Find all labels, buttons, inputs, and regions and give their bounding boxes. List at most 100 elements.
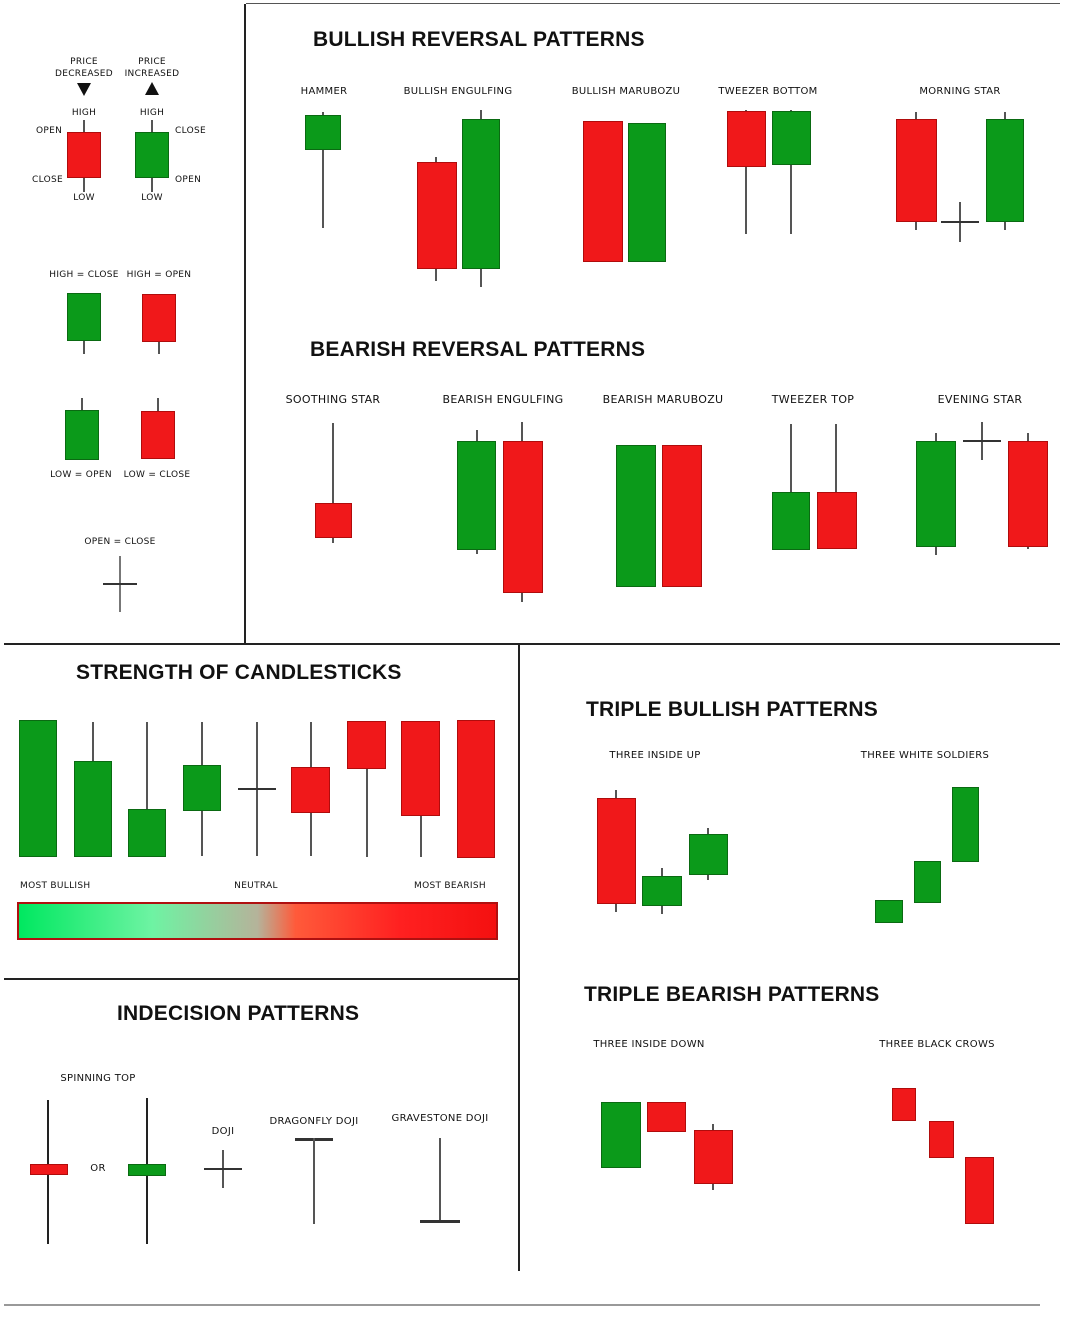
bear-marubozu-red-candle <box>662 445 702 587</box>
strength-candle-1 <box>19 720 57 857</box>
open-close-label: OPEN = CLOSE <box>84 537 156 547</box>
three-inside-up-candle-3 <box>689 834 728 875</box>
three-black-crows-candle-3 <box>965 1157 994 1224</box>
tweezer-bottom-red-candle <box>727 111 766 167</box>
indecision-title: INDECISION PATTERNS <box>117 1002 360 1025</box>
tweezer-bottom-label: TWEEZER BOTTOM <box>718 86 818 97</box>
three-white-soldiers-candle-3 <box>952 787 979 862</box>
three-white-soldiers-label: THREE WHITE SOLDIERS <box>860 750 990 761</box>
evening-star-label: EVENING STAR <box>937 393 1023 406</box>
high-open-label: HIGH = OPEN <box>126 270 192 280</box>
bearish-marubozu-label: BEARISH MARUBOZU <box>602 393 724 406</box>
divider-horizontal-left <box>4 978 518 980</box>
legend-bullish-low-label: LOW <box>141 193 163 203</box>
soothing-star-label: SOOTHING STAR <box>285 393 381 406</box>
bearish-engulfing-label: BEARISH ENGULFING <box>442 393 564 406</box>
evening-star-green-candle <box>916 441 956 547</box>
divider-top <box>246 3 1060 4</box>
strength-candle-3-wick <box>146 722 148 810</box>
bull-engulf-red-candle <box>417 162 457 269</box>
triple-bearish-title: TRIPLE BEARISH PATTERNS <box>584 983 880 1006</box>
legend-bearish-high-label: HIGH <box>71 108 97 118</box>
strength-doji-cross <box>238 788 276 790</box>
morning-star-doji-cross <box>941 221 979 223</box>
legend-bullish-open-label: OPEN <box>175 175 202 185</box>
strength-title: STRENGTH OF CANDLESTICKS <box>76 661 402 684</box>
morning-star-label: MORNING STAR <box>919 86 1001 97</box>
three-black-crows-candle-1 <box>892 1088 916 1121</box>
strength-candle-4 <box>183 765 221 811</box>
divider-vertical-bottom <box>518 645 520 1271</box>
tweezer-top-label: TWEEZER TOP <box>771 393 855 406</box>
arrow-up-icon <box>145 82 159 95</box>
legend-bullish-candle <box>135 132 169 178</box>
bullish-marubozu-label: BULLISH MARUBOZU <box>571 86 681 97</box>
divider-vertical-top <box>244 4 246 644</box>
tweezer-top-red-wick <box>835 424 837 548</box>
price-increased-label: PRICE INCREASED <box>124 57 180 79</box>
high-close-candle <box>67 293 101 341</box>
bear-marubozu-green-candle <box>616 445 656 587</box>
triple-bullish-title: TRIPLE BULLISH PATTERNS <box>586 698 878 721</box>
low-close-wick <box>157 398 159 418</box>
soothing-star-candle <box>315 503 352 538</box>
spinning-top-label: SPINNING TOP <box>60 1073 136 1084</box>
strength-candle-2-wick <box>92 722 94 762</box>
dragonfly-doji-label: DRAGONFLY DOJI <box>269 1116 359 1127</box>
soothing-star-wick <box>332 423 334 543</box>
high-close-wick <box>83 330 85 354</box>
neutral-label: NEUTRAL <box>234 881 278 891</box>
legend-bearish-open-label: OPEN <box>36 126 63 136</box>
hammer-label: HAMMER <box>300 86 348 97</box>
legend-bearish-low-label: LOW <box>73 193 95 203</box>
three-inside-up-candle-1 <box>597 798 636 904</box>
legend-bullish-high-label: HIGH <box>139 108 165 118</box>
spinning-top-green-candle <box>128 1164 166 1176</box>
arrow-down-icon <box>77 83 91 96</box>
low-close-candle <box>141 411 175 459</box>
bull-marubozu-green-candle <box>628 123 666 262</box>
morning-star-green-candle <box>986 119 1024 222</box>
doji-label: DOJI <box>211 1126 235 1137</box>
doji-cross <box>204 1168 242 1170</box>
three-inside-down-candle-1 <box>601 1102 641 1168</box>
three-inside-down-label: THREE INSIDE DOWN <box>593 1039 705 1050</box>
or-label: OR <box>90 1163 106 1174</box>
open-close-cross <box>103 583 137 585</box>
legend-bullish-close-label: CLOSE <box>175 126 206 136</box>
price-decreased-label: PRICE DECREASED <box>54 57 114 79</box>
three-inside-up-candle-2 <box>642 876 682 906</box>
tweezer-bottom-green-candle <box>772 111 811 165</box>
strength-gradient-bar <box>17 902 498 940</box>
strength-candle-8-wick <box>420 814 422 857</box>
hammer-candle <box>305 115 341 150</box>
strength-candle-3 <box>128 809 166 857</box>
low-open-label: LOW = OPEN <box>50 470 112 480</box>
high-open-candle <box>142 294 176 342</box>
tweezer-bottom-red-wick <box>745 110 747 234</box>
bull-engulf-green-candle <box>462 119 500 269</box>
three-inside-down-candle-2 <box>647 1102 686 1132</box>
evening-star-doji-cross <box>963 440 1001 442</box>
three-white-soldiers-candle-1 <box>875 900 903 923</box>
high-close-label: HIGH = CLOSE <box>49 270 119 280</box>
bear-engulf-green-candle <box>457 441 496 550</box>
low-close-label: LOW = CLOSE <box>123 470 191 480</box>
morning-star-red-candle <box>896 119 937 222</box>
tweezer-top-red-candle <box>817 492 857 549</box>
bearish-reversal-title: BEARISH REVERSAL PATTERNS <box>310 338 646 361</box>
most-bearish-label: MOST BEARISH <box>414 881 486 891</box>
strength-candle-6 <box>291 767 330 813</box>
gravestone-doji-wick <box>439 1138 441 1222</box>
hammer-wick <box>322 112 324 228</box>
three-inside-down-candle-3 <box>694 1130 733 1184</box>
high-open-wick <box>158 330 160 354</box>
divider-bottom <box>4 1304 1040 1306</box>
strength-candle-2 <box>74 761 112 857</box>
legend-bearish-close-label: CLOSE <box>32 175 63 185</box>
legend-bearish-candle <box>67 132 101 178</box>
divider-horizontal-mid <box>4 643 1060 645</box>
bullish-reversal-title: BULLISH REVERSAL PATTERNS <box>313 28 645 51</box>
tweezer-bottom-green-wick <box>790 110 792 234</box>
strength-candle-8 <box>401 721 440 816</box>
